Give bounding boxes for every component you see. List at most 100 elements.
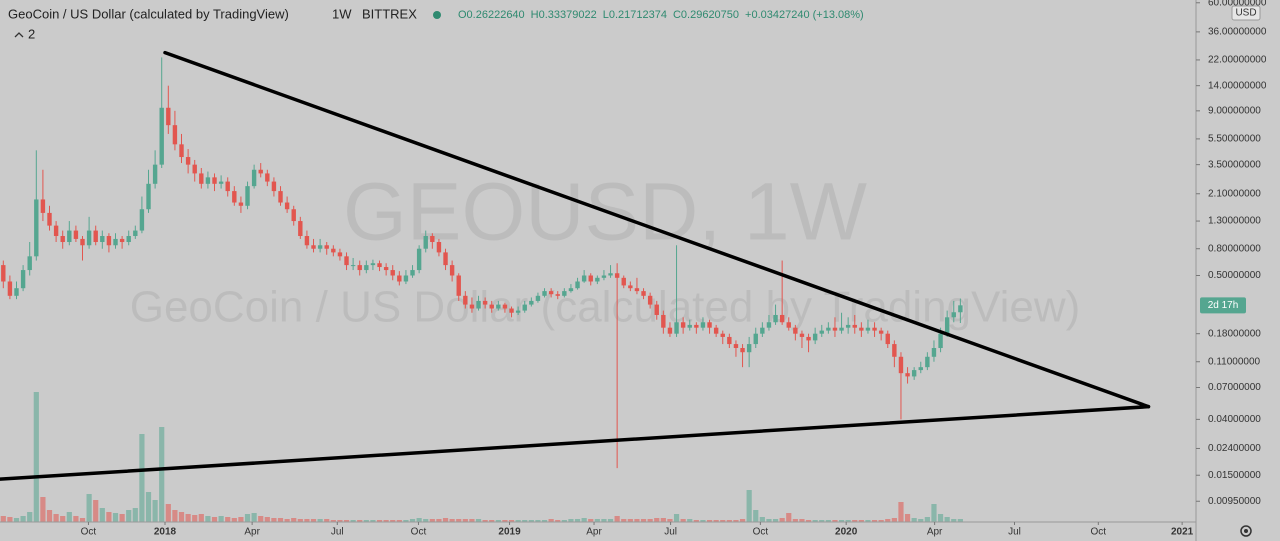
volume-bar <box>654 518 660 522</box>
volume-bar <box>53 514 59 522</box>
candle-body <box>172 125 178 145</box>
candle-body <box>845 324 851 328</box>
candle-body <box>357 265 362 271</box>
volume-bar <box>495 520 501 522</box>
candle-body <box>225 181 230 192</box>
volume-bar <box>99 508 105 522</box>
x-tick-label: Oct <box>81 527 97 538</box>
candle-body <box>667 327 673 334</box>
interval: 1W <box>332 6 352 21</box>
candle-body <box>73 230 79 239</box>
volume-bar <box>601 519 607 522</box>
candle-body <box>878 330 884 334</box>
volume-bar <box>805 520 812 522</box>
volume-bar <box>304 519 310 522</box>
candle-body <box>944 317 950 334</box>
y-tick-label: 60.00000000 <box>1208 0 1267 8</box>
candle-body <box>324 245 329 249</box>
gear[interactable] <box>1240 525 1252 537</box>
candle-body <box>529 300 534 305</box>
candle-body <box>509 308 514 313</box>
volume-bar <box>73 516 79 522</box>
volume-bar <box>515 520 521 522</box>
candle-body <box>80 238 85 246</box>
plot-area <box>0 50 1151 522</box>
volume-bar <box>403 520 409 522</box>
price-label-box <box>1200 297 1246 314</box>
candle-body <box>621 277 626 286</box>
candle-body <box>258 169 263 174</box>
volume-bar <box>462 519 468 522</box>
watermark: GEOUSD, 1W GeoCoin / US Dollar (calculat… <box>130 167 1081 332</box>
volume-bar <box>244 514 251 522</box>
volume-bar <box>396 520 402 522</box>
candle-body <box>872 327 877 331</box>
x-tick-label: Apr <box>244 527 260 538</box>
candle-body <box>423 236 428 249</box>
currency[interactable]: USD <box>1235 8 1256 19</box>
candle-body <box>271 181 277 192</box>
volume-bar <box>350 520 356 522</box>
candle-body <box>179 144 184 158</box>
volume-bar <box>449 519 455 522</box>
volume-bar <box>343 520 350 522</box>
x-tick-label: Oct <box>753 527 769 538</box>
candle-body <box>416 248 422 271</box>
volume-bar <box>93 500 99 522</box>
candle-body <box>377 263 382 268</box>
candle-body <box>159 107 164 165</box>
candle-body <box>476 300 481 309</box>
volume-bar <box>640 519 647 522</box>
x-tick-label: 2020 <box>835 527 858 538</box>
volume-bar <box>832 520 838 522</box>
volume-bar <box>198 514 204 522</box>
volume-bar <box>845 520 851 522</box>
volume-bar <box>838 520 845 522</box>
volume-bar <box>812 520 818 522</box>
candle-body <box>793 327 798 334</box>
candle-body <box>126 236 131 243</box>
volume-bar <box>145 492 152 522</box>
candle-body <box>905 373 910 377</box>
gear-hub[interactable] <box>1244 529 1248 533</box>
candle-body <box>344 256 349 266</box>
ohlc-value: +0.03427240 (+13.08%) <box>745 9 864 21</box>
candle-body <box>93 230 98 243</box>
volume-bar <box>588 519 594 522</box>
candle-body <box>515 310 521 313</box>
volume-bar <box>185 514 191 522</box>
ohlc-value: H0.33379022 <box>531 9 597 21</box>
candle-body <box>53 225 59 237</box>
volume-bar <box>700 520 706 522</box>
candle-body <box>562 291 567 296</box>
candle-body <box>542 291 547 296</box>
candle-body <box>687 324 692 328</box>
volume-bar <box>423 519 429 522</box>
volume-bar <box>931 504 937 522</box>
y-tick-label: 3.50000000 <box>1208 159 1261 170</box>
volume-bar <box>574 519 581 522</box>
volume-bar <box>528 520 534 522</box>
candle-body <box>799 333 805 337</box>
candle-body <box>522 304 527 311</box>
collapse-toggle[interactable] <box>14 32 24 38</box>
volume-bar <box>878 520 884 522</box>
candle-body <box>469 304 475 309</box>
volume-bar <box>898 502 904 522</box>
volume-bar <box>667 519 673 522</box>
volume-bar <box>753 510 759 522</box>
volume-bar <box>819 520 825 522</box>
y-tick-label: 0.50000000 <box>1208 270 1261 281</box>
y-tick-label: 14.00000000 <box>1208 80 1267 91</box>
indicator-count[interactable]: 2 <box>28 26 35 41</box>
volume-bar <box>621 519 627 522</box>
settings-icon[interactable] <box>1240 525 1252 537</box>
volume-bar <box>799 519 805 522</box>
volume-bar <box>86 494 92 522</box>
currency-box[interactable] <box>1231 5 1261 21</box>
volume-bar <box>891 518 897 522</box>
candle-body <box>859 327 864 331</box>
volume-bar <box>825 520 831 522</box>
candle-body <box>892 344 897 357</box>
volume-bar <box>20 516 26 522</box>
